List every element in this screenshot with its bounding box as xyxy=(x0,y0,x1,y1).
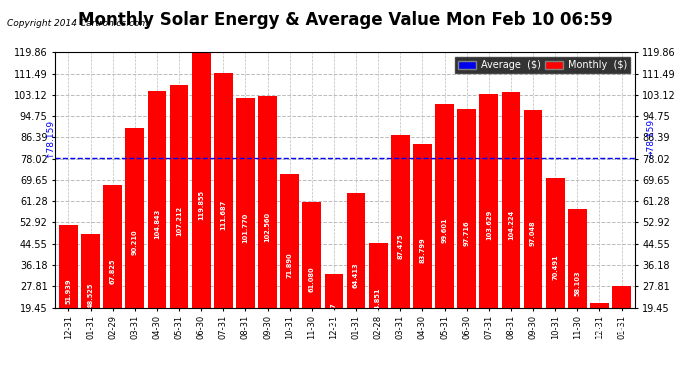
Text: 107.212: 107.212 xyxy=(176,206,182,236)
Text: 99.601: 99.601 xyxy=(442,217,448,243)
Bar xyxy=(126,128,144,357)
Bar xyxy=(502,92,520,357)
Bar xyxy=(302,202,322,357)
Text: 44.851: 44.851 xyxy=(375,287,381,313)
Text: 102.560: 102.560 xyxy=(264,211,270,242)
Text: 83.799: 83.799 xyxy=(420,238,426,263)
Bar xyxy=(280,174,299,357)
Bar xyxy=(192,53,210,357)
Text: 58.103: 58.103 xyxy=(574,270,580,296)
Text: 21.414: 21.414 xyxy=(596,317,602,342)
Text: 70.491: 70.491 xyxy=(552,255,558,280)
Bar xyxy=(214,73,233,357)
Text: 67.825: 67.825 xyxy=(110,258,116,284)
Bar xyxy=(391,135,410,357)
Text: 48.525: 48.525 xyxy=(88,283,94,308)
Bar xyxy=(148,91,166,357)
Text: 90.210: 90.210 xyxy=(132,230,138,255)
Text: 71.890: 71.890 xyxy=(286,253,293,278)
Bar xyxy=(81,234,100,357)
Text: 103.629: 103.629 xyxy=(486,210,492,240)
Bar xyxy=(546,178,564,357)
Bar xyxy=(324,274,344,357)
Bar xyxy=(524,110,542,357)
Text: ↑78.159: ↑78.159 xyxy=(45,119,54,158)
Text: Copyright 2014 Cartronics.com: Copyright 2014 Cartronics.com xyxy=(7,19,148,28)
Text: 101.770: 101.770 xyxy=(242,213,248,243)
Text: 61.080: 61.080 xyxy=(309,267,315,292)
Text: 119.855: 119.855 xyxy=(198,190,204,220)
Text: 64.413: 64.413 xyxy=(353,262,359,288)
Text: 97.048: 97.048 xyxy=(530,221,536,246)
Bar xyxy=(480,94,498,357)
Text: 32.497: 32.497 xyxy=(331,303,337,328)
Text: 27.986: 27.986 xyxy=(618,309,624,334)
Bar xyxy=(59,225,78,357)
Bar xyxy=(170,85,188,357)
Bar xyxy=(590,303,609,357)
Text: 104.843: 104.843 xyxy=(154,209,160,239)
Bar xyxy=(457,109,476,357)
Text: Monthly Solar Energy & Average Value Mon Feb 10 06:59: Monthly Solar Energy & Average Value Mon… xyxy=(77,11,613,29)
Bar xyxy=(346,194,366,357)
Bar xyxy=(258,96,277,357)
Text: 111.687: 111.687 xyxy=(220,200,226,230)
Bar xyxy=(104,184,122,357)
Bar xyxy=(612,286,631,357)
Text: 97.716: 97.716 xyxy=(464,220,470,246)
Text: 87.475: 87.475 xyxy=(397,233,404,259)
Text: 104.224: 104.224 xyxy=(508,209,514,240)
Bar xyxy=(368,243,388,357)
Text: →78.159: →78.159 xyxy=(647,119,656,158)
Bar xyxy=(435,104,454,357)
Legend: Average  ($), Monthly  ($): Average ($), Monthly ($) xyxy=(455,57,630,73)
Text: 51.939: 51.939 xyxy=(66,278,72,304)
Bar xyxy=(413,144,432,357)
Bar xyxy=(236,99,255,357)
Bar xyxy=(568,209,586,357)
